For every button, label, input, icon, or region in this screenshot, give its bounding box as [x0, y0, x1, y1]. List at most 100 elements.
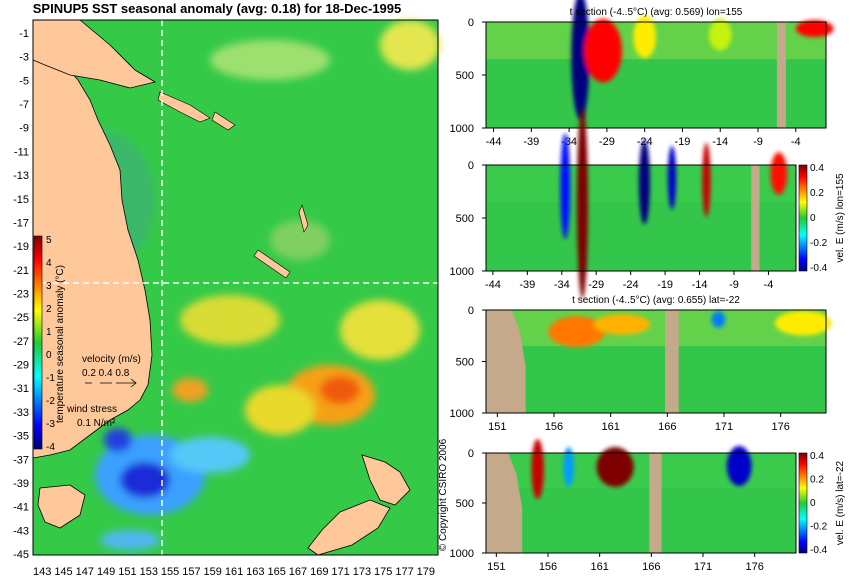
section-x-tick-label: -44: [486, 136, 502, 148]
section-anomaly-blob: [576, 107, 588, 299]
section-x-tick-label: 156: [539, 561, 557, 573]
section-y-tick-label: 0: [468, 17, 474, 29]
section-x-tick-label: -14: [692, 279, 708, 291]
section-anomaly-field: [571, 0, 834, 120]
section-anomaly-blob: [795, 20, 834, 38]
map-lon-tick-label: 167: [289, 566, 307, 578]
section-colorbar-tick: 0: [810, 498, 816, 509]
section-x-tick-label: -39: [519, 279, 535, 291]
section-panels: t section (-4..5°C) (avg: 0.569) lon=155…: [450, 0, 846, 573]
map-colorbar-tick: 0: [46, 350, 52, 361]
map-lat-tick-label: -21: [13, 265, 29, 277]
section-x-tick-label: -14: [712, 136, 728, 148]
section-x-tick-label: -29: [599, 136, 615, 148]
section-y-tick-label: 1000: [450, 408, 474, 420]
section-anomaly-blob: [571, 0, 590, 120]
section-x-tick-label: -9: [729, 279, 739, 291]
new-zealand-north-island: [361, 454, 411, 506]
section-y-tick-label: 0: [468, 160, 474, 172]
section-colorbar-tick: 0.4: [810, 451, 824, 462]
section-anomaly-blob: [638, 139, 650, 225]
map-lat-tick-label: -29: [13, 360, 29, 372]
map-lat-tick-label: -35: [13, 431, 29, 443]
map-panel: SPINUP5 SST seasonal anomaly (avg: 0.18)…: [13, 1, 440, 578]
section-x-tick-label: -34: [554, 279, 570, 291]
map-lon-tick-label: 159: [204, 566, 222, 578]
section-panel-3: t section (-4..5°C) (avg: 0.655) lat=-22…: [450, 295, 832, 433]
map-lat-tick-label: -15: [13, 194, 29, 206]
section-x-tick-label: 166: [658, 421, 676, 433]
section-land-column: [776, 22, 786, 128]
section-land-column: [649, 453, 662, 553]
tasmania-landmass: [37, 484, 86, 529]
map-lon-axis: 143 145 147 149 151 153 155 157 159 161 163 165 167 1…: [33, 566, 435, 578]
section-colorbar-tick: -0.4: [810, 545, 828, 556]
map-colorbar-label: temperature seasonal anomaly (°C): [55, 265, 66, 423]
map-lat-tick-label: -11: [14, 146, 29, 158]
section-y-tick-label: 1000: [450, 266, 474, 278]
section-land-column: [665, 310, 679, 413]
map-lat-tick-label: -7: [19, 99, 29, 111]
map-lon-tick-label: 173: [353, 566, 371, 578]
section-colorbar-tick: 0: [810, 213, 816, 224]
section-panel-1: t section (-4..5°C) (avg: 0.569) lon=155…: [450, 0, 834, 148]
map-lon-tick-label: 161: [225, 566, 243, 578]
map-lat-tick-label: -43: [13, 525, 29, 537]
section-x-tick-label: 151: [487, 561, 505, 573]
section-anomaly-field: [548, 310, 832, 348]
section-anomaly-blob: [560, 133, 571, 240]
map-colorbar-tick: 1: [46, 327, 52, 338]
section-colorbar-label: vel. E (m/s) lon=155: [835, 173, 846, 263]
map-lat-tick-label: -9: [19, 123, 29, 135]
section-colorbar-tick: -0.2: [810, 238, 828, 249]
map-lat-tick-label: -27: [13, 336, 29, 348]
map-lon-tick-label: 171: [331, 566, 349, 578]
section-panel-4: 0 500 1000 151 156 161 166 171 176 0.4 0.2 0 -0.2 -0.…: [450, 439, 846, 573]
section-x-tick-label: 176: [771, 421, 789, 433]
section-y-tick-label: 500: [456, 357, 474, 369]
section-anomaly-blob: [770, 152, 788, 195]
map-lon-tick-label: 151: [118, 566, 136, 578]
section-anomaly-blob: [563, 447, 574, 487]
map-lat-tick-label: -37: [13, 454, 29, 466]
section-x-tick-label: -44: [485, 279, 501, 291]
section-anomaly-blob: [633, 15, 657, 59]
section-anomaly-blob: [596, 447, 634, 487]
section-coast-land: [486, 310, 526, 413]
map-title: SPINUP5 SST seasonal anomaly (avg: 0.18)…: [33, 1, 402, 16]
map-lat-tick-label: -17: [13, 217, 29, 229]
map-lon-tick-label: 157: [182, 566, 200, 578]
section-upper-layer: [486, 22, 826, 60]
map-lat-tick-label: -13: [13, 170, 29, 182]
map-lat-axis: -1 -3 -5 -7 -9 -11 -13 -15 -17 -19 -21 -23 -25 -27 -29…: [13, 28, 29, 561]
solomon-islands: [157, 91, 211, 123]
section-title: t section (-4..5°C) (avg: 0.569) lon=155: [570, 7, 743, 18]
map-plot-area: [32, 19, 440, 556]
section-upper-layer: [486, 310, 826, 347]
section-land-column: [751, 165, 760, 271]
section-x-tick-label: 161: [601, 421, 619, 433]
map-lon-tick-label: 143: [33, 566, 51, 578]
velocity-legend-title: velocity (m/s): [82, 354, 141, 365]
section-anomaly-blob: [584, 18, 622, 83]
wind-legend-title: wind stress: [66, 404, 117, 415]
new-guinea-landmass: [32, 19, 157, 89]
section-colorbar-tick: 0.4: [810, 163, 824, 174]
section-anomaly-blob: [702, 142, 711, 217]
section-x-tick-label: 166: [642, 561, 660, 573]
map-lat-tick-label: -41: [13, 502, 29, 514]
section-anomaly-blob: [548, 316, 606, 348]
section-colorbar-label: vel. E (m/s) lat=-22: [835, 460, 846, 545]
velocity-legend: velocity (m/s) 0.2 0.4 0.8: [82, 354, 141, 388]
section-y-tick-label: 0: [468, 305, 474, 317]
map-lon-tick-label: 177: [395, 566, 413, 578]
map-lon-tick-label: 147: [76, 566, 94, 578]
map-lat-tick-label: -5: [19, 75, 29, 87]
map-colorbar-tick: 4: [46, 258, 52, 269]
section-colorbar-tick: -0.4: [810, 263, 828, 274]
section-anomaly-blob: [531, 439, 544, 499]
map-lon-tick-label: 155: [161, 566, 179, 578]
section-x-tick-label: -4: [764, 279, 774, 291]
map-lat-tick-label: -19: [13, 241, 29, 253]
